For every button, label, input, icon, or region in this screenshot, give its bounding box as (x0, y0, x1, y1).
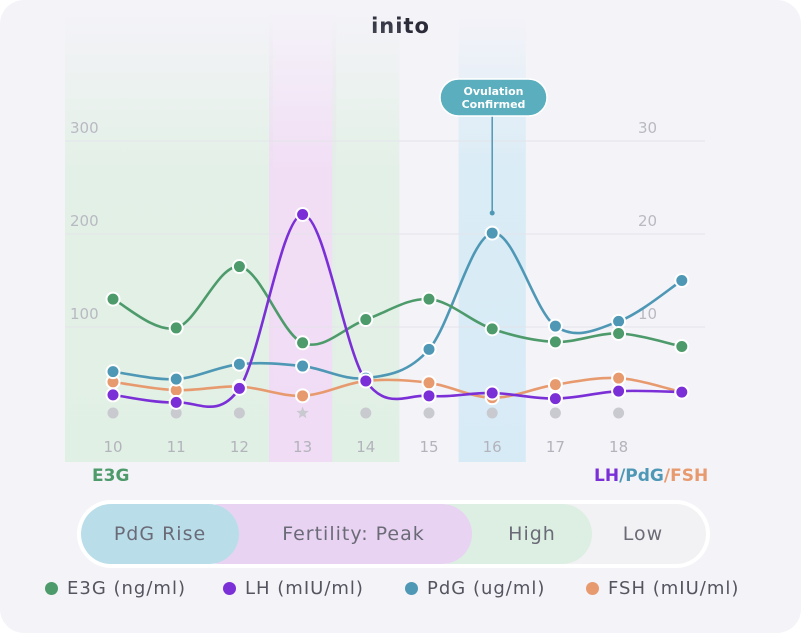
annotation-label-line1: Ovulation (464, 85, 524, 98)
data-point-e3g (547, 334, 563, 350)
legend-item-pdg: PdG (ug/ml) (405, 578, 545, 599)
hormone-chart: 100 200 300 10 20 30 10 11 12 13 14 15 16 17 18 Ovulat… (65, 12, 705, 462)
data-point-e3g (421, 291, 437, 307)
data-point-fsh (611, 370, 627, 386)
legend-item-lh: LH (mIU/ml) (223, 578, 364, 599)
data-point-e3g (674, 339, 690, 355)
data-point-fsh (295, 388, 311, 404)
lh-label: LH (594, 466, 620, 486)
missing-reading-dot (233, 407, 245, 419)
series-line-e3g (111, 265, 684, 348)
missing-reading-dot (107, 407, 119, 419)
data-point-pdg (421, 341, 437, 357)
data-point-e3g (295, 335, 311, 351)
data-point-lh (358, 373, 374, 389)
missing-reading-dot (486, 407, 498, 419)
data-point-fsh (421, 375, 437, 391)
data-point-lh (295, 206, 311, 222)
star-marker (296, 406, 309, 419)
data-point-pdg (674, 273, 690, 288)
data-point-lh (674, 384, 690, 400)
pdg-label: PdG (625, 466, 664, 486)
data-point-pdg (105, 364, 121, 380)
x-tick-label: 15 (419, 438, 438, 456)
data-point-pdg (295, 358, 311, 374)
missing-reading-dot (549, 407, 561, 419)
data-point-pdg (168, 371, 184, 387)
legend-dot (586, 582, 599, 595)
legend-dot (45, 582, 58, 595)
annotation-label-line2: Confirmed (462, 98, 526, 111)
missing-reading-dot (423, 407, 435, 419)
data-point-lh (611, 383, 627, 399)
data-point-lh (231, 380, 247, 396)
x-tick-label: 12 (230, 438, 249, 456)
ovulation-confirmed-badge (439, 78, 548, 117)
x-tick-label: 10 (103, 438, 122, 456)
data-point-e3g (484, 321, 500, 337)
fsh-label: FSH (670, 466, 709, 486)
y-tick-left: 300 (70, 119, 99, 137)
data-point-e3g (611, 326, 627, 342)
y-tick-left: 100 (70, 305, 99, 323)
missing-reading-dot (613, 407, 625, 419)
data-point-fsh (547, 377, 563, 393)
legend-dot (405, 582, 418, 595)
y-tick-right: 10 (638, 305, 657, 323)
data-point-e3g (105, 291, 121, 307)
x-tick-label: 14 (356, 438, 375, 456)
x-tick-label: 11 (167, 438, 186, 456)
data-point-e3g (168, 320, 184, 336)
data-point-lh (168, 394, 184, 410)
missing-reading-dot (360, 407, 372, 419)
data-point-lh (421, 388, 437, 404)
y-tick-right: 20 (638, 212, 657, 230)
x-tick-label: 17 (546, 438, 565, 456)
data-point-pdg (231, 356, 247, 372)
x-tick-label: 18 (609, 438, 628, 456)
series-line-fsh (111, 376, 684, 400)
legend-dot (223, 582, 236, 595)
data-point-lh (484, 385, 500, 401)
x-tick-label: 16 (483, 438, 502, 456)
data-point-e3g (358, 312, 374, 328)
data-point-lh (105, 387, 121, 403)
phase-band-fertility-peak (269, 12, 337, 462)
legend-item-fsh: FSH (mIU/ml) (586, 578, 739, 599)
y-tick-right: 30 (638, 119, 657, 137)
data-point-pdg (484, 225, 500, 241)
legend: E3G (ng/ml) LH (mIU/ml) PdG (ug/ml) FSH … (0, 578, 801, 606)
phase-band-high (332, 12, 400, 462)
x-tick-label: 13 (293, 438, 312, 456)
separator: / (619, 466, 626, 486)
data-point-pdg (611, 313, 627, 329)
right-axis-group-label: LH/PdG/FSH (594, 466, 708, 486)
data-point-lh (547, 391, 563, 407)
annotation-anchor (489, 210, 495, 216)
phase-pdg-rise[interactable]: PdG Rise (81, 504, 239, 564)
separator: / (663, 466, 671, 486)
data-point-pdg (547, 318, 563, 334)
left-axis-group-label: E3G (92, 466, 130, 486)
y-tick-left: 200 (70, 212, 99, 230)
data-point-e3g (231, 259, 247, 275)
legend-item-e3g: E3G (ng/ml) (45, 578, 186, 599)
missing-reading-dot (170, 407, 182, 419)
